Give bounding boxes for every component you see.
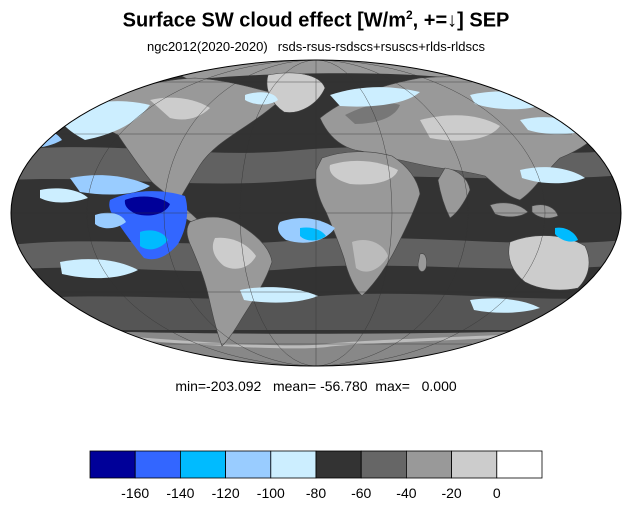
cloud-south-pacific (60, 259, 138, 279)
title-text: Surface SW cloud effect [W/m (122, 9, 406, 32)
colorbar-box-0 (89, 450, 136, 479)
colorbar-box-2 (179, 450, 226, 479)
europe-dark-area (345, 103, 400, 124)
cloud-peru-south (140, 230, 168, 250)
title-superscript: 2 (405, 8, 413, 22)
cloud-peru-core (124, 196, 170, 216)
north-america-light-area (150, 97, 210, 120)
colorbar-box-9 (496, 450, 543, 479)
title-suffix: , +=↓] SEP (412, 9, 510, 32)
colorbar-label-6: -40 (396, 485, 416, 501)
subtitle-left: ngc2012(2020-2020) (146, 39, 268, 54)
cloud-south-atlantic (240, 287, 318, 303)
colorbar-box-3 (225, 450, 272, 479)
cloud-southeast-pacific (95, 212, 126, 229)
antarctica-edge (59, 330, 576, 349)
cloud-labrador (245, 92, 278, 105)
sahara-light-area (329, 160, 398, 185)
colorbar-label-5: -60 (351, 485, 371, 501)
stats-line: min=-203.092 mean= -56.780 max= 0.000 (175, 378, 457, 394)
cloud-north-atlantic (330, 87, 420, 107)
map-title: Surface SW cloud effect [W/m2, +=↓] SEP (0, 8, 632, 33)
cloud-south-indian (470, 298, 540, 313)
cloud-central-pacific (40, 188, 88, 203)
colorbar-label-4: -80 (306, 485, 326, 501)
colorbar-label-3: -100 (257, 485, 285, 501)
central-asia-light-area (420, 115, 500, 141)
africa (315, 151, 421, 297)
colorbar-box-6 (360, 450, 407, 479)
colorbar-label-1: -140 (166, 485, 194, 501)
map-outline (10, 59, 622, 367)
india (437, 167, 471, 219)
colorbar-boxes (89, 450, 543, 479)
indonesia (489, 202, 529, 218)
south-america (186, 216, 273, 347)
map-subtitle: ngc2012(2020-2020) rsds-rsus-rsdscs+rsusc… (0, 39, 632, 54)
colorbar-label-2: -120 (212, 485, 240, 501)
mollweide-map (10, 59, 622, 367)
australia-north-cloud (555, 227, 578, 242)
southern-africa-light-area (352, 239, 388, 272)
colorbar-label-8: 0 (493, 485, 501, 501)
amazon-light-area (212, 237, 256, 269)
cloud-namibia-core (300, 227, 326, 241)
colorbar-box-4 (270, 450, 317, 479)
colorbar-label-0: -160 (121, 485, 149, 501)
subtitle-right: rsds-rsus-rsdscs+rsuscs+rlds-rldscs (277, 39, 486, 54)
colorbar-box-5 (315, 450, 362, 479)
madagascar (417, 253, 427, 272)
colorbar-labels: -160 -140 -120 -100 -80 -60 -40 -20 0 (121, 485, 501, 501)
colorbar-box-1 (134, 450, 181, 479)
colorbar-label-7: -20 (441, 485, 461, 501)
cloud-eastern-pacific-north (70, 175, 150, 195)
colorbar-box-8 (451, 450, 498, 479)
colorbar-box-7 (405, 450, 452, 479)
